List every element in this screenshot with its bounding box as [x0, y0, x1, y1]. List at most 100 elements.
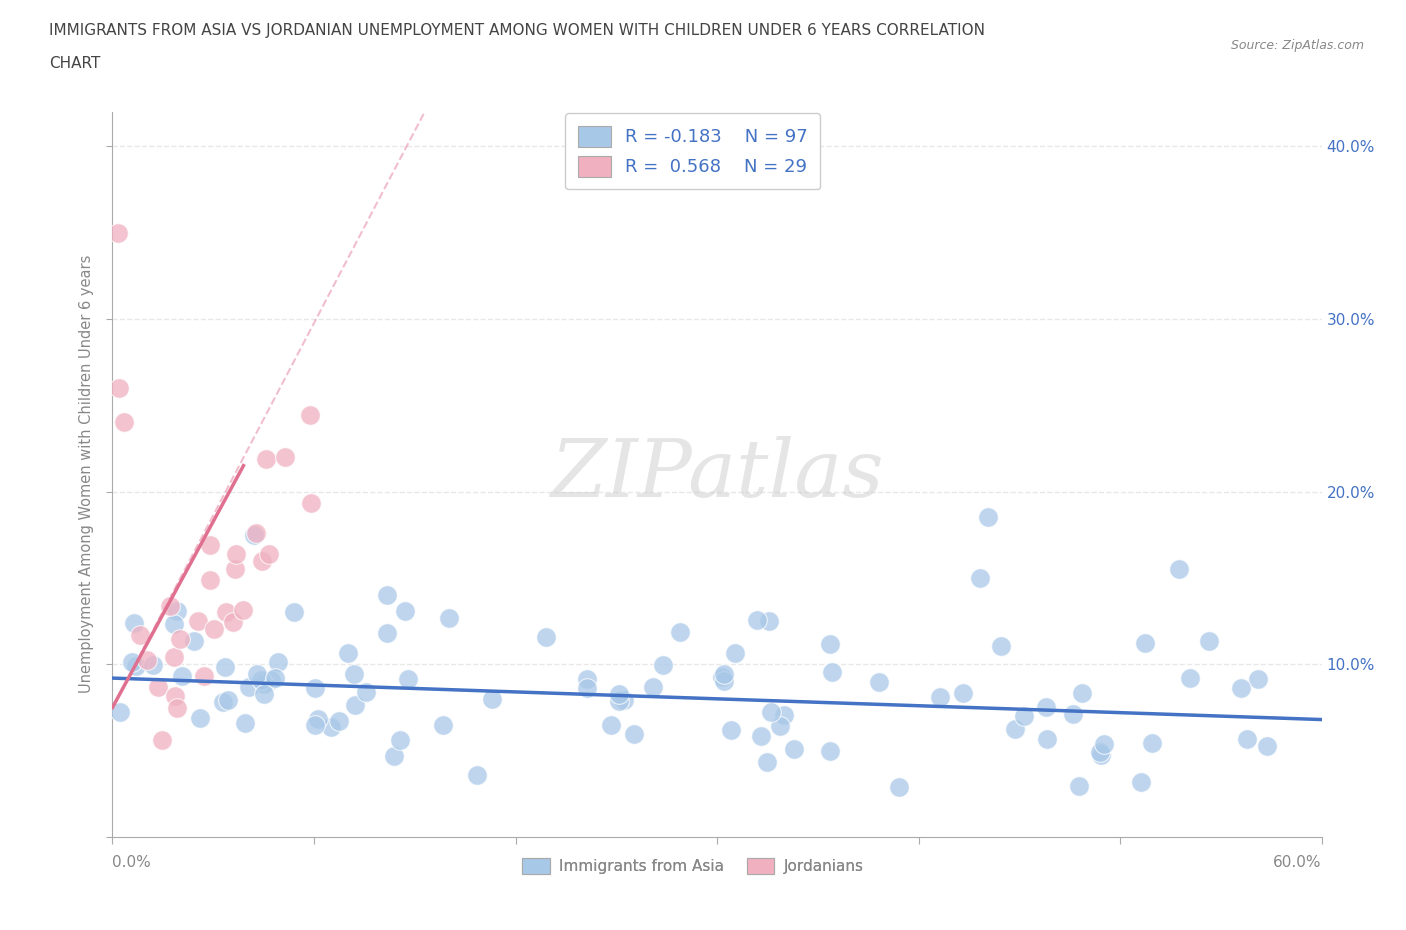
- Point: [245, 525, 267, 540]
- Point: [613, 693, 636, 708]
- Point: [929, 689, 952, 704]
- Point: [328, 714, 350, 729]
- Point: [150, 733, 173, 748]
- Point: [1236, 732, 1258, 747]
- Point: [344, 698, 367, 712]
- Point: [869, 674, 891, 689]
- Point: [187, 614, 209, 629]
- Point: [299, 407, 322, 422]
- Point: [607, 694, 630, 709]
- Point: [1140, 736, 1163, 751]
- Point: [382, 748, 405, 763]
- Point: [225, 547, 247, 562]
- Text: 60.0%: 60.0%: [1274, 856, 1322, 870]
- Point: [253, 686, 276, 701]
- Point: [304, 681, 326, 696]
- Point: [321, 720, 343, 735]
- Text: ZIPatlas: ZIPatlas: [550, 435, 884, 513]
- Point: [166, 700, 188, 715]
- Point: [198, 572, 221, 587]
- Text: CHART: CHART: [49, 56, 101, 71]
- Point: [761, 705, 783, 720]
- Point: [122, 616, 145, 631]
- Point: [188, 711, 211, 725]
- Point: [252, 676, 274, 691]
- Y-axis label: Unemployment Among Women with Children Under 6 years: Unemployment Among Women with Children U…: [79, 255, 94, 694]
- Point: [183, 633, 205, 648]
- Point: [990, 638, 1012, 653]
- Point: [889, 780, 911, 795]
- Point: [112, 415, 135, 430]
- Point: [107, 225, 129, 240]
- Point: [337, 645, 360, 660]
- Point: [607, 686, 630, 701]
- Point: [172, 668, 194, 683]
- Point: [375, 588, 398, 603]
- Point: [432, 717, 454, 732]
- Point: [534, 630, 557, 644]
- Point: [1180, 671, 1202, 686]
- Point: [1069, 779, 1091, 794]
- Point: [575, 671, 598, 686]
- Point: [1094, 737, 1116, 751]
- Point: [1256, 738, 1278, 753]
- Point: [710, 670, 733, 684]
- Point: [1198, 633, 1220, 648]
- Point: [259, 547, 281, 562]
- Point: [1014, 709, 1036, 724]
- Point: [745, 612, 768, 627]
- Point: [136, 653, 159, 668]
- Point: [283, 604, 305, 619]
- Point: [108, 705, 131, 720]
- Point: [254, 451, 277, 466]
- Point: [250, 672, 273, 687]
- Point: [1062, 707, 1084, 722]
- Point: [212, 694, 235, 709]
- Point: [643, 680, 665, 695]
- Point: [651, 658, 673, 672]
- Point: [129, 628, 152, 643]
- Point: [623, 726, 645, 741]
- Point: [252, 553, 274, 568]
- Point: [394, 604, 416, 618]
- Point: [713, 673, 735, 688]
- Point: [1071, 685, 1094, 700]
- Point: [388, 733, 411, 748]
- Point: [200, 538, 222, 552]
- Point: [222, 615, 245, 630]
- Point: [166, 604, 188, 618]
- Point: [1230, 681, 1253, 696]
- Point: [969, 570, 991, 585]
- Point: [977, 510, 1000, 525]
- Point: [599, 718, 621, 733]
- Point: [193, 669, 215, 684]
- Point: [1090, 745, 1112, 760]
- Point: [952, 686, 974, 701]
- Point: [260, 672, 283, 687]
- Point: [821, 664, 844, 679]
- Point: [576, 680, 599, 695]
- Point: [467, 768, 489, 783]
- Point: [1130, 774, 1153, 789]
- Point: [1167, 562, 1189, 577]
- Point: [264, 671, 287, 685]
- Text: IMMIGRANTS FROM ASIA VS JORDANIAN UNEMPLOYMENT AMONG WOMEN WITH CHILDREN UNDER 6: IMMIGRANTS FROM ASIA VS JORDANIAN UNEMPL…: [49, 23, 986, 38]
- Point: [820, 636, 842, 651]
- Point: [238, 680, 260, 695]
- Point: [163, 650, 186, 665]
- Legend: Immigrants from Asia, Jordanians: Immigrants from Asia, Jordanians: [516, 852, 870, 880]
- Point: [232, 602, 254, 617]
- Point: [724, 645, 747, 660]
- Text: 0.0%: 0.0%: [112, 856, 152, 870]
- Point: [108, 380, 131, 395]
- Point: [307, 711, 329, 726]
- Point: [148, 680, 170, 695]
- Point: [124, 659, 146, 674]
- Point: [758, 614, 780, 629]
- Point: [783, 741, 806, 756]
- Point: [769, 719, 792, 734]
- Point: [214, 659, 236, 674]
- Point: [243, 527, 266, 542]
- Point: [165, 688, 187, 703]
- Point: [304, 717, 326, 732]
